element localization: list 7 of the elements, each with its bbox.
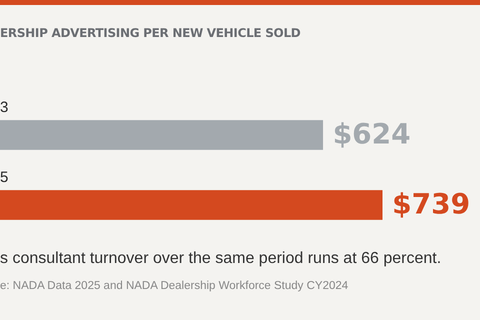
text: s consultant turnover over the same period runs at 66 percent. — [0, 250, 442, 268]
y-tick-label: 3 — [0, 99, 8, 116]
y-tick-label: 5 — [0, 169, 8, 186]
text: e: NADA Data 2025 and NADA Dealership Workforce Study CY2024 — [0, 280, 348, 292]
data-label: $624 — [332, 117, 411, 150]
data-label: $739 — [392, 187, 470, 220]
chart-title: ERSHIP ADVERTISING PER NEW VEHICLE SOLD — [0, 26, 300, 40]
